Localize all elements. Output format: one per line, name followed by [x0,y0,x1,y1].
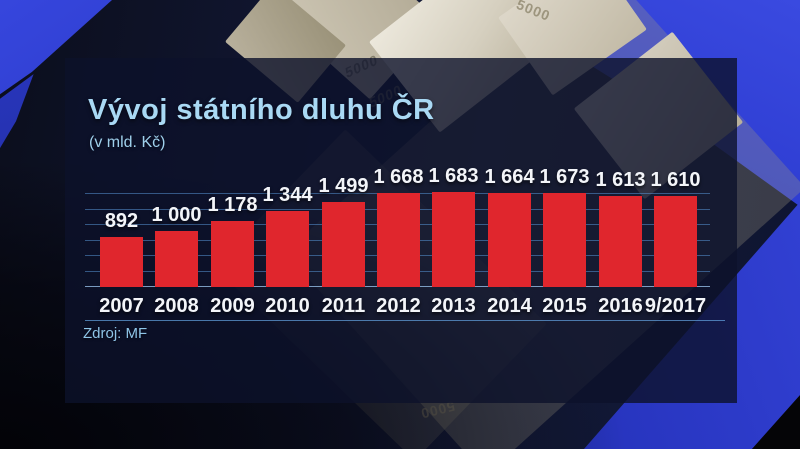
bar-group: 1 000 2008 [151,58,201,317]
bar [432,192,475,287]
bar-value-label: 1 610 [650,169,701,191]
bar-value-label: 1 683 [428,165,479,187]
bar-year-label: 2008 [154,295,199,317]
bar-year-label: 2007 [99,295,144,317]
bar-group: 1 664 2014 [484,58,534,317]
source-label: Zdroj: MF [83,325,148,342]
bar-group: 1 344 2010 [262,58,312,317]
bar-value-label: 1 668 [373,166,424,188]
bar-value-label: 1 613 [595,169,646,191]
bar [211,221,254,287]
bar-group: 1 499 2011 [318,58,368,317]
bar-year-label: 2013 [431,295,476,317]
bar [654,196,697,287]
bar-value-label: 1 664 [484,166,535,188]
bar-value-label: 1 178 [207,194,258,216]
bar-year-label: 2015 [542,295,587,317]
bar [543,193,586,287]
bar-group: 1 610 9/2017 [645,58,706,317]
bar-value-label: 892 [104,210,139,232]
bar-group: 1 683 2013 [428,58,478,317]
bar [599,196,642,287]
bar [377,193,420,287]
source-divider [85,320,725,321]
bar-year-label: 2014 [487,295,532,317]
bar-value-label: 1 344 [262,184,313,206]
chart-panel: Vývoj státního dluhu ČR (v mld. Kč) 892 2… [65,58,737,403]
bar-group: 1 668 2012 [373,58,423,317]
bar [100,237,143,287]
bar [155,231,198,287]
bar-group: 1 673 2015 [539,58,589,317]
bar-group: 1 178 2009 [207,58,257,317]
chart-title: Vývoj státního dluhu ČR [88,94,435,126]
bar-value-label: 1 673 [539,166,590,188]
bar-group: 1 613 2016 [595,58,645,317]
bar-year-label: 2012 [376,295,421,317]
bar-year-label: 2009 [210,295,255,317]
bar-year-label: 2016 [598,295,643,317]
bar-group: 892 2007 [99,58,144,317]
bar [322,202,365,287]
bar-value-label: 1 000 [151,204,202,226]
bar-chart: 892 2007 1 000 2008 1 178 2009 1 344 2010 1 499 2… [99,58,730,317]
bar [488,193,531,287]
chart-unit-subtitle: (v mld. Kč) [89,134,166,151]
bar-value-label: 1 499 [318,175,369,197]
bar [266,211,309,287]
bar-year-label: 9/2017 [644,295,707,317]
bar-year-label: 2011 [321,295,366,317]
bar-year-label: 2010 [265,295,310,317]
